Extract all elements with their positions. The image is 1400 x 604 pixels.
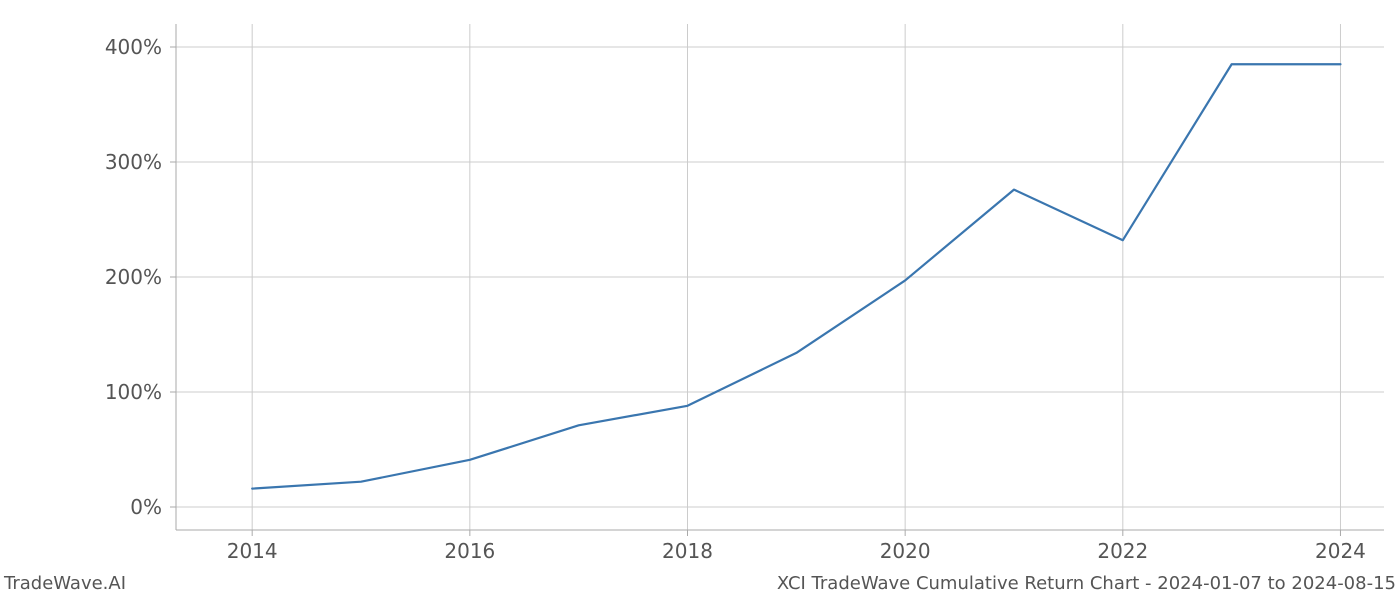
- svg-text:300%: 300%: [105, 150, 162, 174]
- footer-right-label: XCI TradeWave Cumulative Return Chart - …: [777, 573, 1396, 594]
- svg-text:2018: 2018: [662, 539, 713, 563]
- svg-text:2022: 2022: [1097, 539, 1148, 563]
- footer-left-label: TradeWave.AI: [4, 573, 126, 594]
- svg-text:100%: 100%: [105, 380, 162, 404]
- line-chart: 2014 2016 2018 2020 2022 2024 0% 100% 200% 300% 40…: [0, 0, 1400, 600]
- svg-text:2014: 2014: [227, 539, 278, 563]
- svg-text:2020: 2020: [880, 539, 931, 563]
- chart-svg: 2014 2016 2018 2020 2022 2024 0% 100% 200% 300% 40…: [0, 0, 1400, 600]
- svg-text:400%: 400%: [105, 35, 162, 59]
- svg-text:200%: 200%: [105, 265, 162, 289]
- svg-text:0%: 0%: [130, 495, 162, 519]
- svg-text:2024: 2024: [1315, 539, 1366, 563]
- svg-text:2016: 2016: [444, 539, 495, 563]
